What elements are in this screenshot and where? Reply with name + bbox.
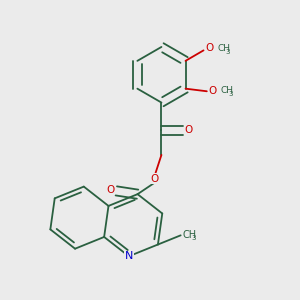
Text: O: O xyxy=(151,174,159,184)
Text: O: O xyxy=(184,125,193,135)
Text: CH: CH xyxy=(183,230,197,240)
Text: 3: 3 xyxy=(229,91,233,97)
Text: CH: CH xyxy=(217,44,230,53)
Text: 3: 3 xyxy=(191,235,196,241)
Text: O: O xyxy=(208,85,217,96)
Text: 3: 3 xyxy=(225,49,230,55)
Text: O: O xyxy=(205,44,214,53)
Text: O: O xyxy=(106,185,115,195)
Text: N: N xyxy=(125,251,133,261)
Text: CH: CH xyxy=(220,86,233,95)
